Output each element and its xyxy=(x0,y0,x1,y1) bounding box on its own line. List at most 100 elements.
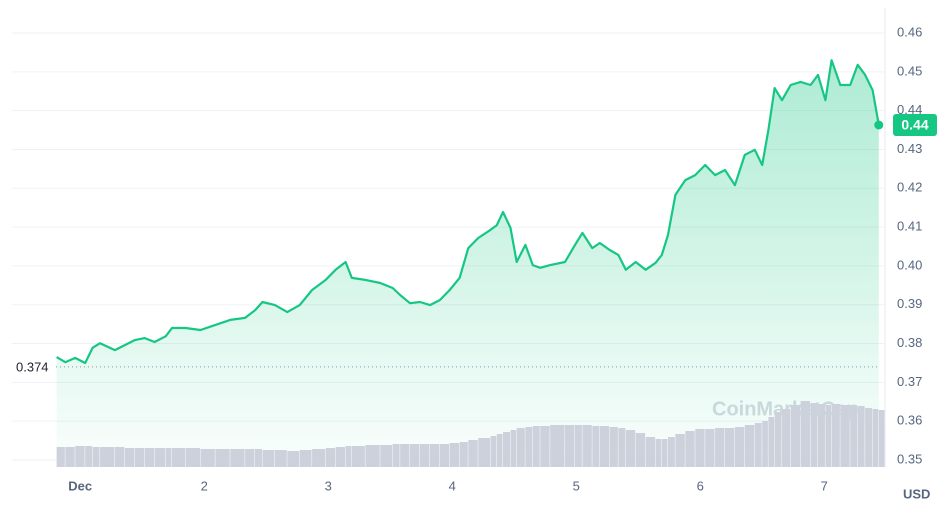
volume-bar xyxy=(645,437,656,467)
volume-bar xyxy=(782,409,791,467)
volume-bar xyxy=(154,448,166,467)
volume-bar xyxy=(503,432,510,467)
volume-bar xyxy=(667,437,675,467)
x-tick-label: 5 xyxy=(573,478,580,493)
y-tick-label: 0.38 xyxy=(897,335,922,350)
volume-bar xyxy=(459,442,468,467)
volume-bar xyxy=(625,430,636,467)
current-price-pill xyxy=(893,113,937,136)
volume-bar xyxy=(540,426,550,467)
volume-bar xyxy=(825,405,832,467)
volume-bar xyxy=(75,446,85,467)
volume-bar xyxy=(618,428,626,467)
volume-bar xyxy=(100,447,115,467)
y-tick-label: 0.37 xyxy=(897,374,922,389)
x-tick-label: 4 xyxy=(449,478,456,493)
volume-bar xyxy=(661,439,668,467)
volume-bar xyxy=(85,446,93,467)
volume-bar xyxy=(655,439,662,467)
volume-bar xyxy=(274,450,287,467)
volume-bar xyxy=(419,444,430,467)
volume-bar xyxy=(872,409,879,467)
volume-bar xyxy=(574,425,582,467)
volume-bar xyxy=(468,440,478,467)
volume-bar xyxy=(230,449,245,467)
volume-bar xyxy=(490,436,497,467)
volume-bar xyxy=(335,447,346,467)
volume-bar xyxy=(439,444,450,467)
volume-bar xyxy=(675,434,685,467)
volume-bar xyxy=(345,446,352,467)
volume-bar xyxy=(165,448,172,467)
volume-bar xyxy=(599,426,610,467)
volume-bar xyxy=(800,401,811,467)
volume-bar xyxy=(392,444,400,467)
volume-bar xyxy=(245,449,255,467)
volume-bar xyxy=(171,448,186,467)
y-tick-label: 0.43 xyxy=(897,141,922,156)
y-tick-label: 0.40 xyxy=(897,257,922,272)
volume-bar xyxy=(695,429,705,467)
x-tick-label: 6 xyxy=(697,478,704,493)
volume-bar xyxy=(790,405,801,467)
volume-bar xyxy=(550,425,565,467)
y-tick-label: 0.44 xyxy=(897,102,922,117)
y-tick-label: 0.45 xyxy=(897,63,922,78)
volume-bar xyxy=(532,426,540,467)
volume-bar xyxy=(831,404,840,467)
y-tick-label: 0.36 xyxy=(897,413,922,428)
price-area xyxy=(56,60,879,467)
volume-bar xyxy=(429,444,440,467)
volume-bar xyxy=(754,423,762,467)
x-tick-label: 3 xyxy=(325,478,332,493)
y-tick-label: 0.35 xyxy=(897,451,922,466)
y-tick-label: 0.39 xyxy=(897,296,922,311)
volume-bar xyxy=(299,450,312,467)
x-tick-label: 2 xyxy=(201,478,208,493)
volume-bar xyxy=(215,449,230,467)
volume-bar xyxy=(705,429,715,467)
volume-bar xyxy=(262,450,275,467)
volume-bar xyxy=(525,427,533,467)
volume-bar xyxy=(582,425,592,467)
x-tick-label: 7 xyxy=(821,478,828,493)
y-tick-label: 0.42 xyxy=(897,180,922,195)
reference-label-bg xyxy=(12,357,54,376)
volume-bar xyxy=(400,444,410,467)
volume-bar xyxy=(56,447,65,467)
volume-bar xyxy=(865,408,873,467)
volume-bar xyxy=(380,445,393,467)
volume-bar xyxy=(810,403,818,467)
volume-bar xyxy=(840,405,850,467)
price-line xyxy=(56,59,880,365)
volume-bar xyxy=(410,444,420,467)
volume-bar xyxy=(635,433,646,467)
volume-bar xyxy=(496,434,503,467)
y-tick-label: 0.46 xyxy=(897,24,922,39)
volume-bar xyxy=(185,448,200,467)
volume-bar xyxy=(592,426,600,467)
volume-bar xyxy=(200,449,215,467)
volume-bar xyxy=(768,417,775,467)
volume-bar xyxy=(92,447,100,467)
volume-bar xyxy=(325,448,336,467)
volume-bar xyxy=(818,404,825,467)
volume-bar xyxy=(715,428,725,467)
volume-bar xyxy=(565,425,575,467)
volume-bar xyxy=(365,445,380,467)
volume-bar xyxy=(725,428,735,467)
volume-bar xyxy=(144,448,155,467)
volume-bar xyxy=(762,421,768,467)
volume-bar xyxy=(510,430,517,467)
last-point xyxy=(874,120,884,130)
x-tick-label: Dec xyxy=(68,478,92,493)
volume-bar xyxy=(857,406,865,467)
volume-bar xyxy=(609,427,618,467)
volume-bar xyxy=(734,427,745,467)
volume-bar xyxy=(255,449,262,467)
volume-bar xyxy=(685,431,695,467)
volume-bar xyxy=(878,410,885,467)
volume-bar xyxy=(744,425,755,467)
